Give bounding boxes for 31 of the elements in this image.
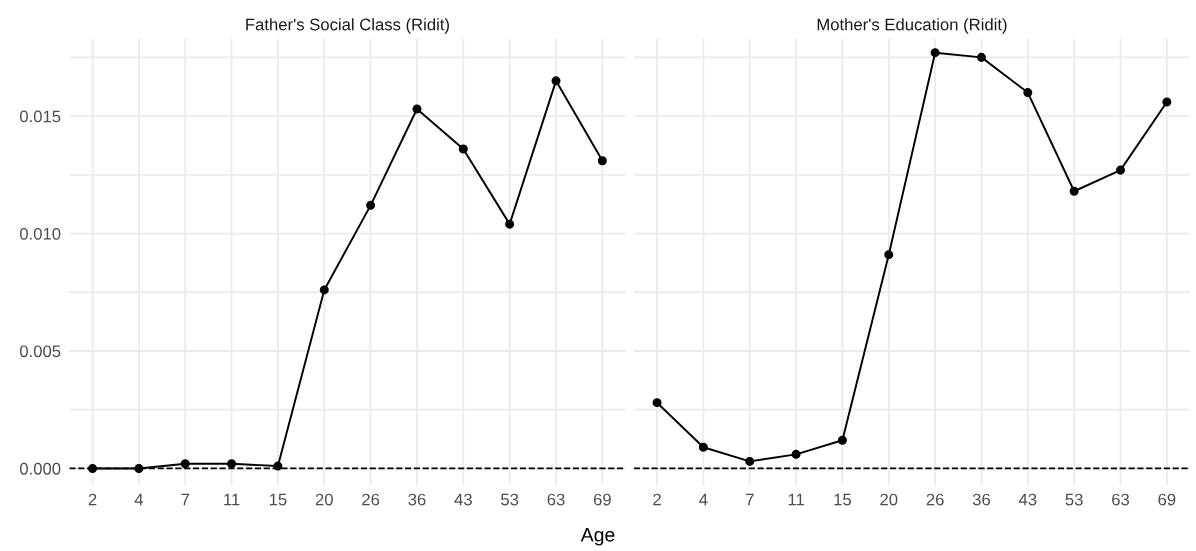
x-tick-label: 11 <box>224 493 240 506</box>
y-tick-label: 0.010 <box>19 227 61 240</box>
x-tick-label: 69 <box>1158 493 1176 506</box>
x-tick-label: 2 <box>88 493 97 506</box>
x-tick-label: 7 <box>745 493 754 506</box>
x-tick-label: 26 <box>926 493 944 506</box>
x-tick-label: 4 <box>134 493 144 506</box>
x-tick-label: 53 <box>1065 493 1083 506</box>
x-tick-label: 15 <box>834 493 851 506</box>
x-tick-label: 69 <box>593 493 611 506</box>
x-axis-title: Age <box>580 528 615 546</box>
chart-title: Father's Social Class (Ridit) <box>246 18 449 34</box>
x-tick-label: 43 <box>454 493 472 506</box>
x-tick-label: 4 <box>699 493 708 506</box>
x-tick-label: 20 <box>315 493 333 506</box>
x-tick-label: 11 <box>788 493 804 506</box>
x-tick-label: 36 <box>972 493 990 506</box>
y-tick-label: 0.005 <box>19 345 61 358</box>
chart-title: Mother's Education (Ridit) <box>817 18 1007 34</box>
x-tick-label: 7 <box>181 493 190 506</box>
x-tick-label: 53 <box>501 493 519 506</box>
x-tick-label: 26 <box>362 493 380 506</box>
x-tick-label: 63 <box>1112 493 1130 506</box>
y-tick-label: 0.015 <box>19 110 61 123</box>
x-tick-label: 43 <box>1018 493 1037 506</box>
x-tick-label: 20 <box>880 493 898 506</box>
x-tick-label: 2 <box>653 493 661 506</box>
x-tick-label: 63 <box>547 493 565 506</box>
y-tick-label: 0.000 <box>19 462 61 475</box>
x-tick-label: 36 <box>408 493 426 506</box>
x-tick-label: 15 <box>269 493 287 506</box>
